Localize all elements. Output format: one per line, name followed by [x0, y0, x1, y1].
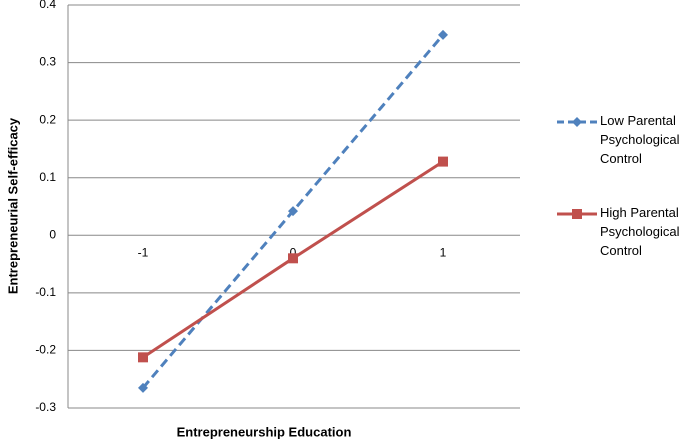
- y-tick-label: -0.2: [35, 343, 56, 357]
- y-tick-label: -0.3: [35, 400, 56, 414]
- marker: [138, 382, 148, 393]
- x-tick-label: 1: [440, 245, 447, 259]
- y-tick-label: 0.2: [39, 112, 56, 126]
- x-axis-label: Entrepreneurship Education: [177, 424, 352, 439]
- legend-label: High Parental Psychological Control: [600, 205, 680, 258]
- y-tick-label: 0.3: [39, 55, 56, 69]
- x-tick-label: -1: [138, 245, 149, 259]
- y-tick-label: 0.1: [39, 170, 56, 184]
- marker: [572, 117, 582, 127]
- y-axis-label: Entrepreneurial Self-efficacy: [5, 117, 20, 294]
- y-tick-label: 0.4: [39, 0, 56, 11]
- legend-label: Low Parental Psychological Control: [600, 113, 680, 166]
- y-tick-label: 0: [49, 227, 56, 241]
- marker: [438, 156, 448, 167]
- y-tick-label: -0.1: [35, 285, 56, 299]
- x-tick-label: 0: [290, 245, 297, 259]
- marker: [288, 253, 298, 264]
- marker: [438, 29, 448, 40]
- marker: [138, 352, 148, 363]
- marker: [288, 206, 298, 217]
- marker: [572, 209, 582, 219]
